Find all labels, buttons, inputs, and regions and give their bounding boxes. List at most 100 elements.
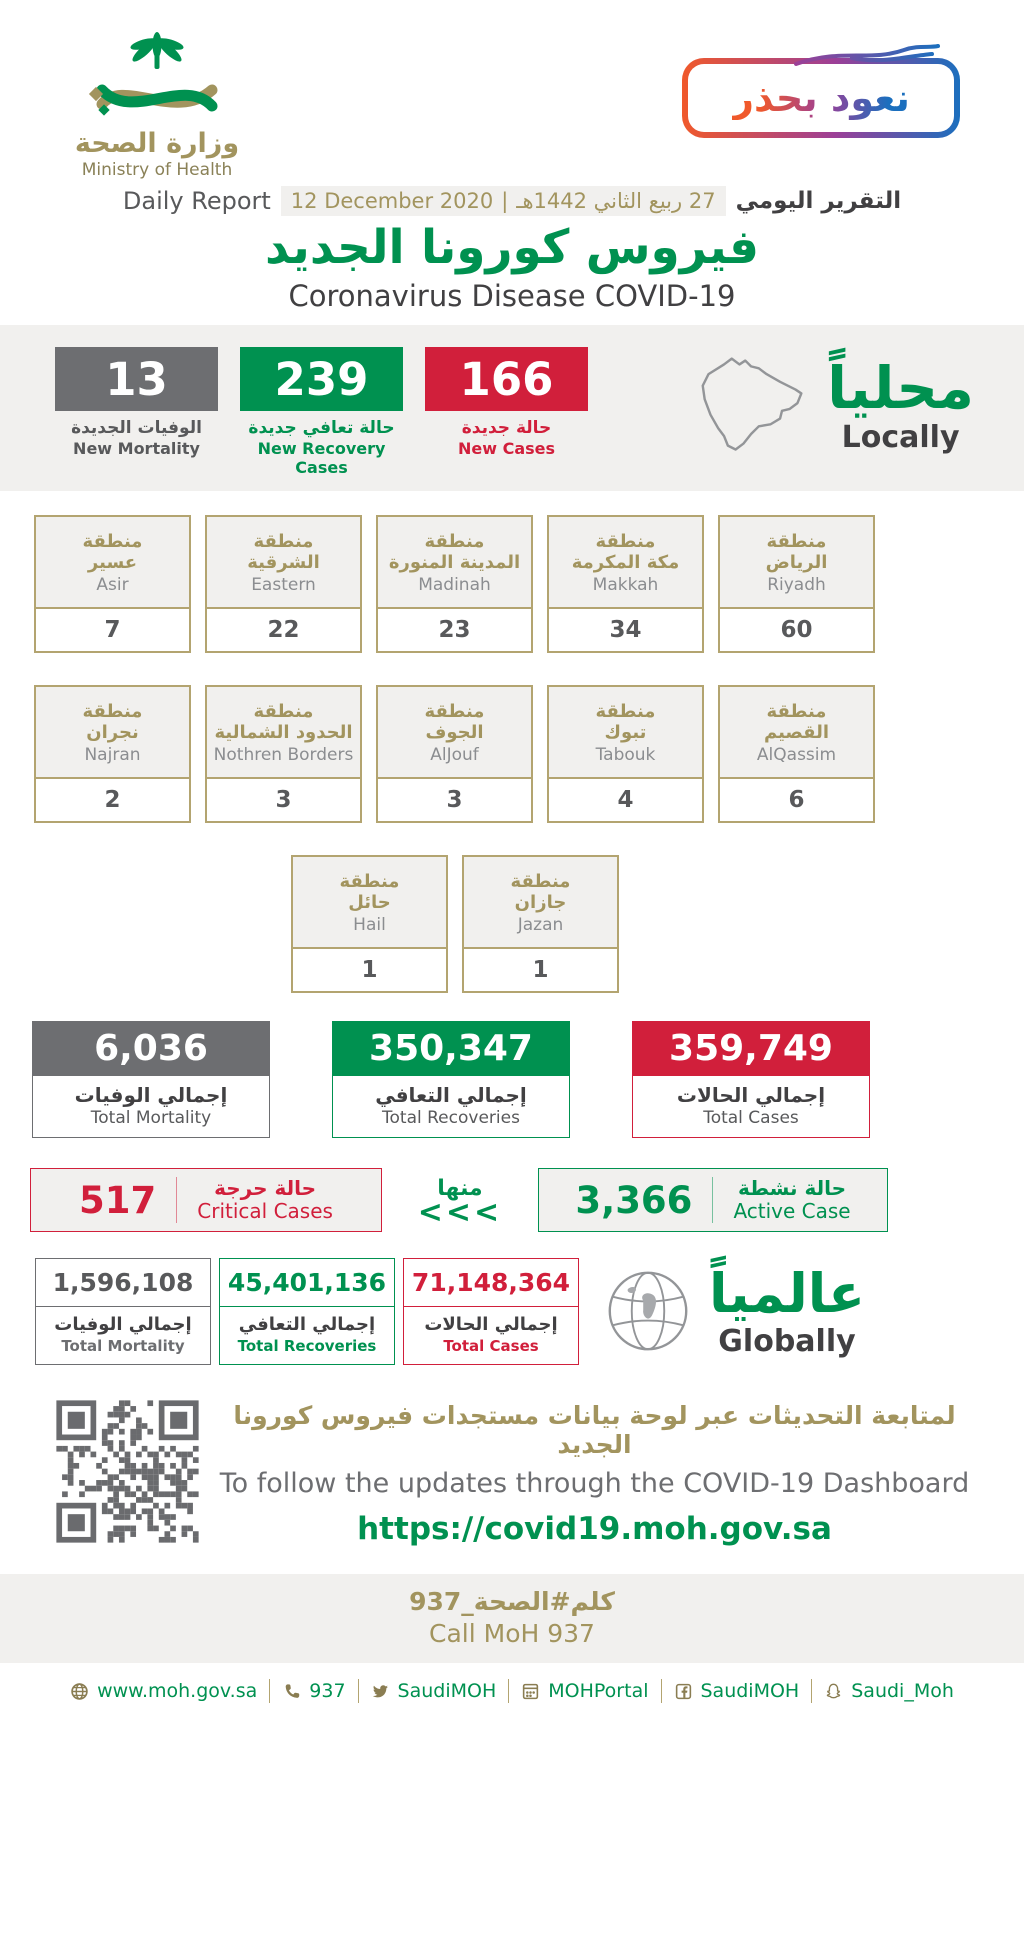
twitter-icon bbox=[372, 1684, 388, 1697]
region-card-header: منطقة مكة المكرمة Makkah bbox=[549, 517, 702, 607]
region-card-aljouf: منطقة الجوف AlJouf 3 bbox=[376, 685, 533, 823]
region-prefix-label: منطقة bbox=[424, 530, 485, 552]
footer-link-label: MOHPortal bbox=[548, 1680, 649, 1702]
local-heading: محلياً Locally bbox=[695, 347, 974, 465]
return-with-caution-badge: نعود بحذر bbox=[682, 44, 960, 138]
page-title-english: Coronavirus Disease COVID-19 bbox=[288, 279, 736, 313]
footer-link-wwwmohgovsa[interactable]: www.moh.gov.sa bbox=[58, 1680, 269, 1702]
active-cases-labels: حالة نشطة Active Case bbox=[733, 1177, 850, 1223]
footer-link-937[interactable]: 937 bbox=[270, 1680, 357, 1702]
region-name-arabic: نجران bbox=[86, 721, 139, 743]
local-section: 13 الوفيات الجديدة New Mortality 239 حالة تع… bbox=[0, 325, 1024, 491]
footer-separator bbox=[811, 1679, 813, 1703]
region-row-3: منطقة حائل Hail 1 منطقة جازان Jazan 1 bbox=[34, 855, 876, 993]
divider bbox=[176, 1177, 178, 1223]
case-breakdown: 517 حالة حرجة Critical Cases منها <<< 3,… bbox=[30, 1168, 1024, 1232]
phone-icon bbox=[285, 1683, 300, 1698]
region-card-eastern: منطقة الشرقية Eastern 22 bbox=[205, 515, 362, 653]
footer-link-label: SaudiMOH bbox=[397, 1680, 497, 1702]
stat-value-box: 239 bbox=[240, 347, 403, 411]
stat-label-english: New Cases bbox=[457, 439, 556, 458]
badge-frame: نعود بحذر bbox=[682, 58, 960, 138]
total-label-arabic: إجمالي الحالات bbox=[676, 1083, 826, 1107]
dashboard-section: لمتابعة التحديثات عبر لوحة بيانات مستجدا… bbox=[0, 1389, 1024, 1558]
global-title-arabic: عالمياً bbox=[709, 1262, 865, 1326]
region-name-english: Nothren Borders bbox=[213, 745, 354, 766]
footer-link-mohportal[interactable]: MOHPortal bbox=[509, 1680, 660, 1702]
active-cases-value: 3,366 bbox=[575, 1178, 693, 1222]
total-label-english: Total Mortality bbox=[90, 1108, 212, 1128]
badge-text: نعود بحذر bbox=[732, 76, 910, 120]
region-name-arabic: الرياض bbox=[765, 551, 828, 573]
region-new-cases-value: 3 bbox=[207, 777, 360, 821]
region-card-header: منطقة جازان Jazan bbox=[464, 857, 617, 947]
global-value: 71,148,364 bbox=[404, 1259, 578, 1307]
footer-separator bbox=[660, 1679, 662, 1703]
daily-report-label-en: Daily Report bbox=[122, 187, 271, 215]
dashboard-text: لمتابعة التحديثات عبر لوحة بيانات مستجدا… bbox=[210, 1401, 979, 1547]
region-row-1: منطقة عسير Asir 7 منطقة الشرقية Eastern 22 منطقة… bbox=[34, 515, 876, 653]
footer: www.moh.gov.sa 937 SaudiMOH MOHPortal SaudiM… bbox=[0, 1663, 1024, 1713]
region-name-english: Madinah bbox=[418, 575, 491, 596]
region-name-arabic: الحدود الشمالية bbox=[214, 721, 353, 743]
total-value: 6,036 bbox=[32, 1021, 270, 1076]
saudi-map-icon bbox=[701, 357, 803, 451]
left-arrows-icon: <<< bbox=[417, 1194, 503, 1230]
stat-label-arabic: الوفيات الجديدة bbox=[71, 418, 202, 438]
region-name-english: AlQassim bbox=[756, 745, 837, 766]
critical-cases-value: 517 bbox=[79, 1178, 157, 1222]
page-title-arabic: فيروس كورونا الجديد bbox=[265, 220, 759, 275]
region-new-cases-value: 1 bbox=[293, 947, 446, 991]
region-name-english: Riyadh bbox=[767, 575, 826, 596]
active-cases-label-en: Active Case bbox=[733, 1199, 851, 1223]
region-name-english: Asir bbox=[96, 575, 129, 596]
region-prefix-label: منطقة bbox=[82, 530, 143, 552]
moh-logo: وزارة الصحة Ministry of Health bbox=[52, 26, 262, 180]
of-which-label: منها bbox=[437, 1175, 483, 1201]
region-name-arabic: المدينة المنورة bbox=[388, 551, 521, 573]
bottom-spacer bbox=[0, 1713, 1024, 1938]
global-label-english: Total Cases bbox=[443, 1337, 539, 1355]
region-name-arabic: مكة المكرمة bbox=[571, 551, 680, 573]
snapchat-icon bbox=[826, 1683, 841, 1698]
region-new-cases-value: 60 bbox=[720, 607, 873, 651]
global-label-arabic: إجمالي الحالات bbox=[424, 1314, 558, 1335]
daily-report-label-ar: التقرير اليومي bbox=[735, 188, 902, 214]
total-labels: إجمالي الحالات Total Cases bbox=[632, 1076, 870, 1138]
region-name-arabic: الشرقية bbox=[247, 551, 320, 573]
region-name-english: Tabouk bbox=[595, 745, 656, 766]
critical-cases-label-ar: حالة حرجة bbox=[214, 1176, 317, 1200]
total-labels: إجمالي الوفيات Total Mortality bbox=[32, 1076, 270, 1138]
footer-link-saudimoh[interactable]: SaudiMOH bbox=[359, 1680, 509, 1702]
region-card-asir: منطقة عسير Asir 7 bbox=[34, 515, 191, 653]
qr-code-image bbox=[56, 1400, 199, 1543]
region-card-header: منطقة عسير Asir bbox=[36, 517, 189, 607]
region-prefix-label: منطقة bbox=[595, 700, 656, 722]
date-gregorian: 12 December 2020 bbox=[290, 189, 494, 213]
total-label-english: Total Recoveries bbox=[382, 1108, 520, 1128]
total-box-total-recoveries: 350,347 إجمالي التعافي Total Recoveries bbox=[332, 1021, 570, 1138]
region-prefix-label: منطقة bbox=[766, 530, 827, 552]
region-new-cases-value: 7 bbox=[36, 607, 189, 651]
total-label-arabic: إجمالي الوفيات bbox=[74, 1083, 228, 1107]
dashboard-url-link[interactable]: https://covid19.moh.gov.sa bbox=[357, 1511, 832, 1547]
region-prefix-label: منطقة bbox=[424, 700, 485, 722]
global-label-english: Total Mortality bbox=[61, 1337, 185, 1355]
region-card-header: منطقة حائل Hail bbox=[293, 857, 446, 947]
region-new-cases-value: 22 bbox=[207, 607, 360, 651]
region-card-makkah: منطقة مكة المكرمة Makkah 34 bbox=[547, 515, 704, 653]
footer-link-saudimoh[interactable]: SaudiMOH bbox=[662, 1680, 812, 1702]
local-title-english: Locally bbox=[841, 420, 960, 456]
region-new-cases-value: 34 bbox=[549, 607, 702, 651]
local-stat-new-cases: 166 حالة جديدة New Cases bbox=[425, 347, 588, 477]
active-cases-box: 3,366 حالة نشطة Active Case bbox=[538, 1168, 888, 1232]
footer-link-label: www.moh.gov.sa bbox=[97, 1680, 258, 1702]
stat-label-english: New Mortality bbox=[73, 439, 200, 458]
footer-link-saudimoh[interactable]: Saudi_Moh bbox=[812, 1680, 966, 1702]
badge-swoosh-icon bbox=[794, 44, 940, 66]
local-totals: 6,036 إجمالي الوفيات Total Mortality 350,34… bbox=[32, 1021, 1024, 1138]
logo-english-name: Ministry of Health bbox=[81, 160, 233, 180]
global-stats: 1,596,108 إجمالي الوفيات Total Mortality 45… bbox=[35, 1258, 579, 1365]
critical-cases-box: 517 حالة حرجة Critical Cases bbox=[30, 1168, 382, 1232]
